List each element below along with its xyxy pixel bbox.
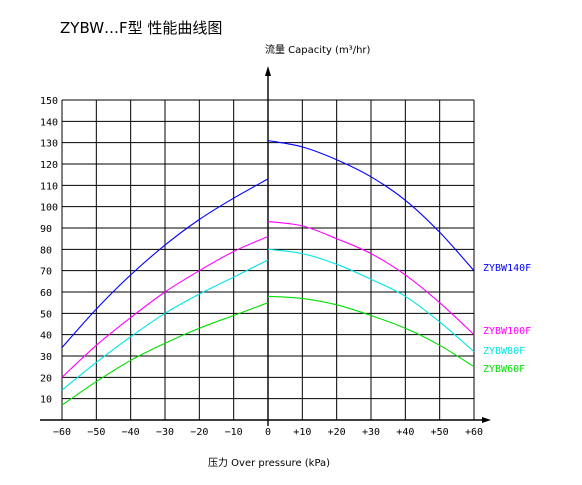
x-tick-label: +50: [431, 427, 449, 438]
y-tick-label: 150: [40, 96, 58, 107]
series-zybw140f-vacuum-line: [61, 178, 269, 348]
chart-title: ZYBW…F型 性能曲线图: [60, 19, 222, 37]
x-axis-arrow: [482, 417, 491, 423]
y-tick-label: 30: [40, 352, 52, 363]
series-zybw60f-vacuum-line: [61, 302, 269, 406]
series-zybw80f-vacuum-line: [61, 259, 269, 391]
x-tick-label: −30: [156, 427, 174, 438]
y-tick-label: 120: [40, 160, 58, 171]
y-axis-label: 流量 Capacity (m³/hr): [265, 43, 371, 56]
legend-zybw100f: ZYBW100F: [483, 326, 531, 337]
series-zybw140f-pressure-line: [267, 139, 475, 272]
legend-zybw140f: ZYBW140F: [483, 263, 531, 274]
y-tick-label: 70: [40, 267, 52, 278]
y-tick-label: 100: [40, 203, 58, 214]
y-tick-label: 10: [40, 395, 52, 406]
axes: [40, 66, 491, 426]
y-tick-label: 130: [40, 139, 58, 150]
y-tick-label: 80: [40, 245, 52, 256]
x-tick-label: 0: [265, 427, 271, 438]
y-tick-label: 50: [40, 309, 52, 320]
series-zybw100f-pressure-line: [267, 221, 475, 336]
x-tick-label: +60: [465, 427, 483, 438]
y-tick-label: 110: [40, 181, 58, 192]
series-lines: [61, 139, 475, 406]
series-zybw100f-vacuum-line: [61, 235, 269, 378]
y-tick-label: 140: [40, 117, 58, 128]
series-zybw80f-pressure-line: [267, 248, 475, 353]
x-tick-label: −20: [190, 427, 208, 438]
legend-zybw80f: ZYBW80F: [483, 346, 525, 357]
x-tick-label: +10: [293, 427, 311, 438]
x-tick-label: −60: [53, 427, 71, 438]
x-tick-label: −40: [122, 427, 140, 438]
x-tick-label: −10: [225, 427, 243, 438]
x-tick-label: +40: [396, 427, 414, 438]
y-tick-label: 60: [40, 288, 52, 299]
legend: ZYBW140F ZYBW100F ZYBW80F ZYBW60F: [483, 263, 531, 375]
y-axis-arrow: [265, 66, 271, 76]
series-zybw60f-pressure-line: [267, 295, 475, 368]
tick-labels: −60 −50 −40 −30 −20 −10 0 +10 +20 +30 +40 +50 +60 10 2…: [40, 96, 483, 438]
x-axis-label: 压力 Over pressure (kPa): [208, 456, 330, 469]
y-tick-label: 90: [40, 224, 52, 235]
x-tick-label: −50: [87, 427, 105, 438]
y-tick-label: 40: [40, 331, 52, 342]
x-tick-label: +30: [362, 427, 380, 438]
legend-zybw60f: ZYBW60F: [483, 364, 525, 375]
y-tick-label: 20: [40, 373, 52, 384]
x-tick-label: +20: [328, 427, 346, 438]
